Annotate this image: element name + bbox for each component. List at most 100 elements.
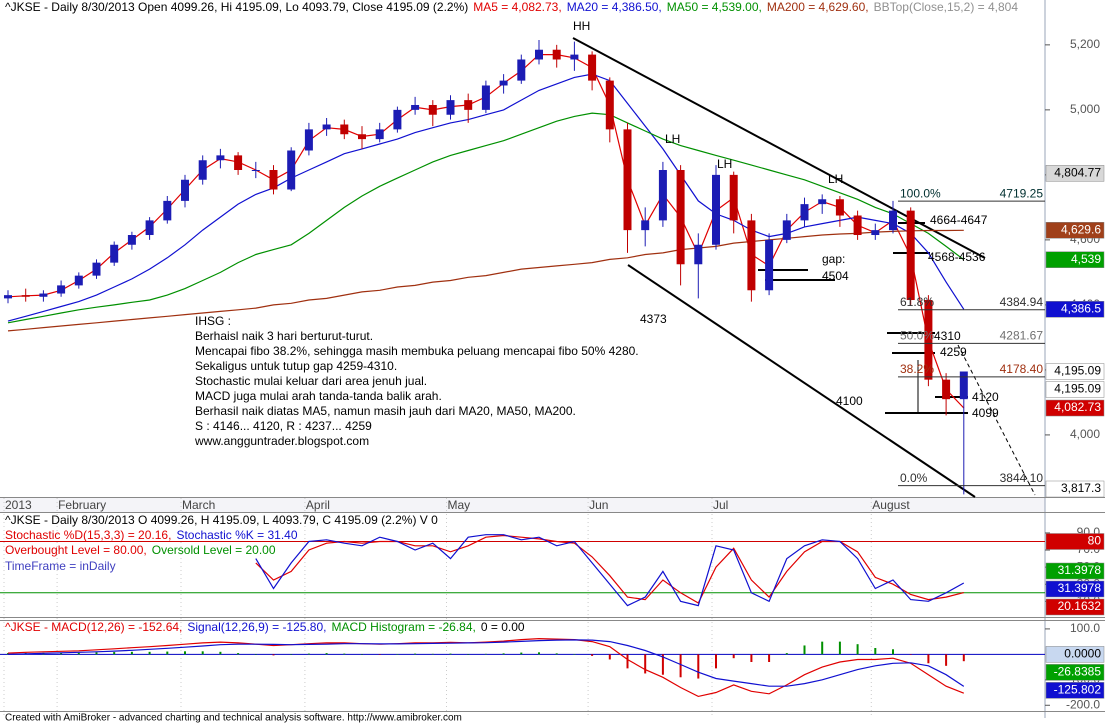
title-part: 0 = 0.00 [481, 620, 525, 634]
histogram-bar [431, 653, 434, 655]
title-part: TimeFrame = inDaily [5, 559, 116, 573]
histogram-bar [325, 653, 328, 655]
trendline [957, 344, 1036, 496]
histogram-bar [909, 654, 912, 655]
value-box [1045, 664, 1105, 681]
histogram-bar [821, 641, 824, 655]
annotation: 4259 [940, 345, 967, 359]
histogram-bar [856, 644, 859, 655]
annotation: LH [665, 132, 680, 146]
candle-body [694, 244, 703, 265]
value-box-label: 80 [1088, 534, 1102, 548]
histogram-bar [237, 653, 240, 655]
annotation: 4568-4536 [928, 250, 986, 264]
value-box [1045, 381, 1105, 398]
candle-body [712, 174, 720, 245]
y-tick-label: -200.0 [1066, 697, 1100, 711]
annotation: gap: [822, 252, 845, 266]
histogram-bar [874, 648, 877, 655]
fib-pct: 61.8% [900, 295, 934, 309]
candle-body [110, 244, 119, 263]
histogram-bar [768, 654, 771, 662]
histogram-bar [962, 654, 965, 662]
histogram-bar [715, 654, 717, 669]
candle-body [145, 220, 154, 236]
histogram-bar [591, 654, 594, 656]
x-tick-label: April [306, 498, 330, 512]
value-box-label: 4,804.77 [1054, 165, 1101, 179]
histogram-bar [130, 651, 133, 655]
annotation: LH [717, 157, 732, 171]
annotation: 4120 [972, 390, 999, 404]
histogram-bar [113, 652, 116, 655]
histogram-bar [803, 645, 806, 655]
candle-body [641, 220, 650, 231]
candle-body [835, 199, 844, 216]
title-part: BBTop(Close,15,2) = 4,804 [874, 0, 1019, 14]
histogram-bar [608, 654, 611, 660]
histogram-bar [679, 654, 682, 678]
histogram-bar [484, 653, 487, 655]
candle-body [782, 220, 791, 240]
candle-body [304, 129, 313, 151]
annotation: 4310 [934, 329, 961, 343]
histogram-bar [626, 654, 629, 669]
value-box [1045, 165, 1105, 182]
value-box-label: 4,386.5 [1061, 301, 1101, 315]
candle-body [570, 54, 579, 60]
histogram-bar [927, 654, 930, 664]
candle-body [605, 80, 614, 130]
candle-body [924, 300, 933, 380]
note-line: Mencapai fibo 38.2%, sehingga masih memb… [195, 344, 639, 358]
histogram-bar [148, 651, 151, 655]
candle-body [322, 124, 331, 130]
value-box-label: 20.1632 [1058, 599, 1102, 613]
date-strip [0, 498, 1045, 512]
candle-body [127, 235, 136, 245]
histogram-bar [77, 652, 80, 655]
note-line: MACD juga mulai arah tanda-tanda balik a… [195, 389, 442, 403]
candle-body [163, 200, 172, 221]
trendline [627, 264, 976, 498]
note-line: Stochastic mulai keluar dari area jenuh … [195, 374, 427, 388]
candle-body [57, 285, 66, 294]
candle-body [181, 179, 189, 201]
histogram-bar [538, 652, 540, 655]
histogram-bar [7, 653, 9, 655]
histogram-bar [661, 654, 664, 675]
candle-body [234, 155, 243, 171]
title-part: ^JKSE - Daily 8/30/2013 Open 4099.26, Hi… [5, 0, 468, 14]
y-tick-label: 100.0 [1070, 621, 1100, 635]
candle-body [676, 170, 685, 265]
candle-body [340, 124, 349, 135]
candle-body [375, 129, 384, 140]
histogram-bar [254, 654, 257, 655]
candle-body [269, 170, 278, 190]
value-box-label: 31.3978 [1058, 581, 1102, 595]
candle-body [21, 295, 30, 297]
note-line: IHSG : [195, 314, 231, 328]
fib-value: 4178.40 [1000, 362, 1044, 376]
histogram-bar [184, 651, 186, 655]
histogram-bar [750, 654, 753, 662]
note-line: Sekaligus untuk tutup gap 4259-4310. [195, 359, 397, 373]
value-box-label: -125.802 [1054, 683, 1102, 697]
histogram-bar [838, 641, 841, 655]
histogram-bar [502, 653, 505, 655]
value-box-label: 0.0000 [1064, 647, 1101, 661]
candle-body [499, 80, 508, 86]
value-box-label: 31.3978 [1058, 563, 1102, 577]
y-tick-label: 5,200 [1070, 37, 1100, 51]
histogram-bar [60, 652, 63, 655]
candle-body [216, 155, 225, 161]
value-box [1045, 682, 1105, 699]
note-line: www.angguntrader.blogspot.com [194, 434, 369, 448]
candle-body [552, 49, 561, 60]
annotation: 4100 [836, 394, 863, 408]
histogram-bar [361, 654, 363, 655]
fib-pct: 100.0% [900, 186, 941, 200]
candle-body [358, 134, 366, 140]
note-line: Berhasil naik diatas MA5, namun masih ja… [195, 404, 576, 418]
candle-body [198, 160, 207, 180]
candle-body [4, 295, 12, 299]
